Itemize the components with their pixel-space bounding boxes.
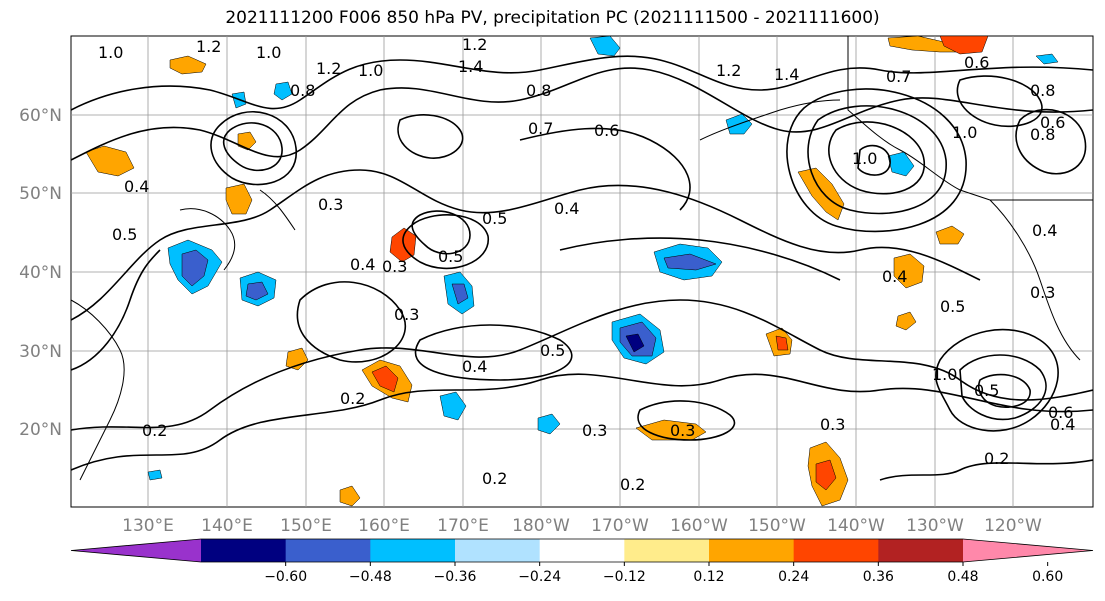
contour-label: 0.8 — [1030, 125, 1055, 144]
contour-label: 1.0 — [952, 123, 977, 142]
colorbar-tick-label: −0.12 — [603, 569, 646, 585]
contour-label: 0.3 — [582, 421, 607, 440]
map-title: 2021111200 F006 850 hPa PV, precipitatio… — [225, 8, 880, 28]
contour-label: 0.5 — [438, 247, 463, 266]
colorbar-tick-label: −0.48 — [349, 569, 392, 585]
colorbar-segment — [624, 539, 710, 562]
contour-label: 0.4 — [554, 199, 579, 218]
contour-label: 1.2 — [716, 61, 741, 80]
lat-label-60n: 60°N — [19, 106, 62, 126]
lon-label: 150°W — [748, 516, 806, 536]
lat-label-40n: 40°N — [19, 263, 62, 283]
contour-label: 0.2 — [620, 475, 645, 494]
contour-label: 1.0 — [98, 43, 123, 62]
lat-label-50n: 50°N — [19, 184, 62, 204]
lon-label: 130°E — [122, 516, 174, 536]
colorbar-segment — [455, 539, 541, 562]
contour-label: 0.7 — [528, 119, 553, 138]
lon-label: 130°W — [906, 516, 964, 536]
contour-label: 0.6 — [594, 121, 619, 140]
colorbar-tick-label: −0.60 — [264, 569, 307, 585]
contour-label: 0.3 — [820, 415, 845, 434]
contour-label: 1.0 — [358, 61, 383, 80]
contour-label: 0.4 — [882, 267, 907, 286]
contour-label: 0.3 — [670, 421, 695, 440]
contour-label: 0.3 — [1030, 283, 1055, 302]
precip-anomaly-negative — [147, 36, 1059, 481]
contour-label: 0.2 — [984, 449, 1009, 468]
latitude-axis: 60°N 50°N 40°N 30°N 20°N — [19, 106, 62, 440]
lon-label: 170°W — [591, 516, 649, 536]
lon-label: 150°E — [280, 516, 332, 536]
colorbar-segment — [370, 539, 456, 562]
contour-label: 1.2 — [316, 59, 341, 78]
contour-label: 0.6 — [964, 53, 989, 72]
colorbar-extend-high — [963, 539, 1093, 562]
colorbar-tick-label: −0.36 — [434, 569, 477, 585]
colorbar-outline — [70, 538, 1094, 563]
contour-label: 0.5 — [482, 209, 507, 228]
lat-label-20n: 20°N — [19, 420, 62, 440]
lon-label: 160°E — [358, 516, 410, 536]
contour-label: 1.4 — [458, 57, 483, 76]
contour-label: 0.3 — [394, 305, 419, 324]
colorbar-tick-label: 0.36 — [863, 569, 894, 585]
contour-label: 0.4 — [1050, 415, 1075, 434]
pv-contours — [71, 55, 1093, 481]
contour-label: 0.3 — [382, 257, 407, 276]
contour-label: 0.4 — [350, 255, 375, 274]
contour-label: 0.8 — [290, 81, 315, 100]
lon-label: 160°W — [670, 516, 728, 536]
contour-label: 0.2 — [482, 469, 507, 488]
colorbar-segment — [709, 539, 795, 562]
colorbar: −0.60 −0.48 −0.36 −0.24 −0.12 0.12 0.24 0.36 0.4… — [70, 538, 1094, 585]
lon-label: 170°E — [437, 516, 489, 536]
contour-label-group: 1.0 1.2 1.0 1.2 1.2 1.0 0.8 1.4 0.8 0.7 … — [98, 35, 1075, 494]
contour-label: 0.2 — [142, 421, 167, 440]
contour-label: 1.0 — [256, 43, 281, 62]
contour-label: 1.2 — [462, 35, 487, 54]
colorbar-extend-low — [71, 539, 201, 562]
contour-label: 0.4 — [124, 177, 149, 196]
contour-label: 0.5 — [540, 341, 565, 360]
longitude-axis: 130°E 140°E 150°E 160°E 170°E 180°W 170°… — [122, 516, 1042, 536]
lon-label: 180°W — [512, 516, 570, 536]
contour-label: 0.4 — [1032, 221, 1057, 240]
lat-label-30n: 30°N — [19, 342, 62, 362]
contour-label: 0.5 — [940, 297, 965, 316]
colorbar-segment — [285, 539, 371, 562]
colorbar-segment — [793, 539, 879, 562]
lon-label: 120°W — [984, 516, 1042, 536]
contour-label: 0.8 — [1030, 81, 1055, 100]
contour-label: 1.0 — [932, 365, 957, 384]
contour-label: 1.4 — [774, 65, 799, 84]
lon-label: 140°W — [827, 516, 885, 536]
contour-label: 1.0 — [852, 149, 877, 168]
colorbar-segment — [201, 539, 287, 562]
colorbar-tick-label: −0.24 — [518, 569, 561, 585]
colorbar-tick-label: 0.12 — [693, 569, 724, 585]
contour-label: 0.7 — [886, 67, 911, 86]
colorbar-tick-label: 0.48 — [947, 569, 978, 585]
lon-label: 140°E — [201, 516, 253, 536]
contour-label: 0.5 — [112, 225, 137, 244]
contour-label: 0.6 — [1048, 403, 1073, 422]
contour-label: 0.2 — [340, 389, 365, 408]
colorbar-tick-label: 0.24 — [778, 569, 809, 585]
contour-label: 0.8 — [526, 81, 551, 100]
contour-label: 0.5 — [974, 381, 999, 400]
contour-label: 0.3 — [318, 195, 343, 214]
colorbar-tick-label: 0.60 — [1032, 569, 1063, 585]
colorbar-segment — [539, 539, 625, 562]
contour-label: 1.2 — [196, 37, 221, 56]
colorbar-segment — [878, 539, 964, 562]
coastlines — [71, 36, 1093, 481]
contour-label: 0.6 — [1040, 113, 1065, 132]
contour-label: 0.4 — [462, 357, 487, 376]
